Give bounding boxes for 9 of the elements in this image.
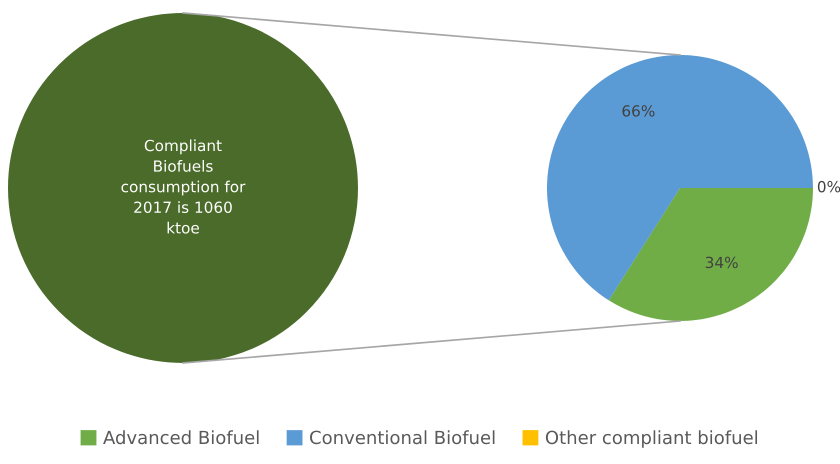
text: Compliant Biofuels consumption for 2017 is 1060 ktoe [121, 139, 246, 234]
text: 0% [818, 180, 840, 192]
legend-label: Conventional Biofuel [310, 430, 494, 444]
pie-slice [608, 188, 813, 321]
legend-label: Other compliant biofuel [546, 430, 758, 448]
data-label: 34% [706, 256, 738, 268]
pie-slice [547, 55, 813, 300]
data-label: 66% [622, 105, 654, 117]
legend-label: Advanced Biofuel [103, 430, 259, 444]
